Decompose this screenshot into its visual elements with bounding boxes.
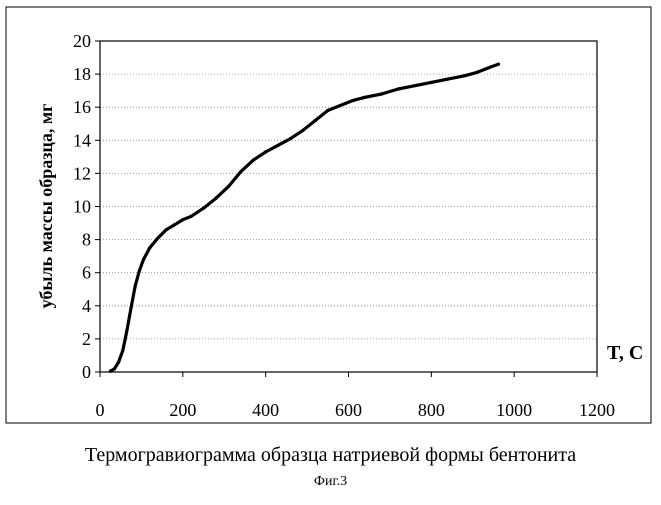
y-tick-label: 14 [73, 130, 91, 150]
y-tick-label: 20 [73, 31, 91, 51]
data-point [148, 246, 151, 249]
data-point [339, 104, 342, 107]
series-line [110, 64, 498, 371]
y-tick-label: 4 [82, 296, 91, 316]
data-point [397, 87, 400, 90]
y-tick-label: 10 [73, 197, 91, 217]
data-point [289, 137, 292, 140]
data-point [134, 284, 137, 287]
data-point [413, 84, 416, 87]
data-point [326, 109, 329, 112]
data-point [181, 218, 184, 221]
data-point [475, 71, 478, 74]
data-point [363, 96, 366, 99]
data-point [314, 119, 317, 122]
x-tick-label: 0 [96, 400, 105, 420]
data-point [351, 99, 354, 102]
data-point [490, 65, 493, 68]
data-point [380, 92, 383, 95]
data-point [252, 159, 255, 162]
data-point [190, 215, 193, 218]
x-tick-label: 400 [252, 400, 279, 420]
data-point [125, 329, 128, 332]
data-point [138, 269, 141, 272]
x-tick-label: 600 [335, 400, 362, 420]
data-point [276, 144, 279, 147]
y-tick-label: 2 [82, 329, 91, 349]
data-point [142, 258, 145, 261]
data-point [463, 74, 466, 77]
x-axis-label: T, C [607, 342, 643, 364]
data-point [227, 185, 230, 188]
x-tick-label: 800 [418, 400, 445, 420]
y-tick-label: 6 [82, 263, 91, 283]
data-point [497, 63, 500, 66]
gridlines [100, 74, 597, 339]
data-point [239, 170, 242, 173]
data-point [109, 370, 112, 373]
figure-caption: Термогравиограмма образца натриевой форм… [0, 444, 661, 467]
x-tick-label: 1000 [496, 400, 532, 420]
data-point [117, 360, 120, 363]
plot-area [100, 41, 597, 372]
data-point [173, 223, 176, 226]
x-tick-label: 200 [169, 400, 196, 420]
data-point [484, 68, 487, 71]
data-point [129, 306, 132, 309]
axis-ticks: 02468101214161820020040060080010001200 [73, 31, 615, 420]
y-tick-label: 0 [82, 362, 91, 382]
data-point [446, 77, 449, 80]
chart-frame [6, 7, 651, 423]
data-point [264, 150, 267, 153]
series-layer [109, 63, 500, 373]
data-point [121, 349, 124, 352]
y-axis-label: убыль массы образца, мг [36, 104, 56, 309]
x-tick-label: 1200 [579, 400, 615, 420]
data-point [156, 236, 159, 239]
data-point [214, 197, 217, 200]
y-tick-label: 12 [73, 163, 91, 183]
y-tick-label: 16 [73, 97, 91, 117]
data-point [202, 207, 205, 210]
figure-label: Фиг.3 [0, 474, 661, 490]
y-tick-label: 8 [82, 230, 91, 250]
data-point [430, 81, 433, 84]
data-point [165, 228, 168, 231]
data-point [113, 367, 116, 370]
data-point [301, 129, 304, 132]
y-tick-label: 18 [73, 64, 91, 84]
